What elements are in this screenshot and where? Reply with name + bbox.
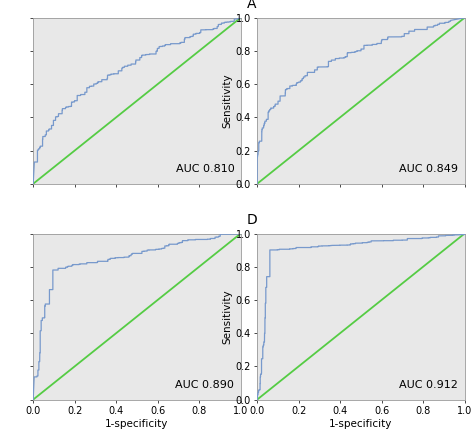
Text: A: A [247,0,256,11]
Text: AUC 0.912: AUC 0.912 [400,380,458,390]
Text: AUC 0.849: AUC 0.849 [399,164,458,174]
Y-axis label: Sensitivity: Sensitivity [223,73,233,128]
Y-axis label: Sensitivity: Sensitivity [223,289,233,344]
Text: AUC 0.810: AUC 0.810 [175,164,234,174]
Text: AUC 0.890: AUC 0.890 [175,380,234,390]
Text: D: D [247,213,257,227]
X-axis label: 1-specificity: 1-specificity [329,419,392,428]
X-axis label: 1-specificity: 1-specificity [105,419,169,428]
